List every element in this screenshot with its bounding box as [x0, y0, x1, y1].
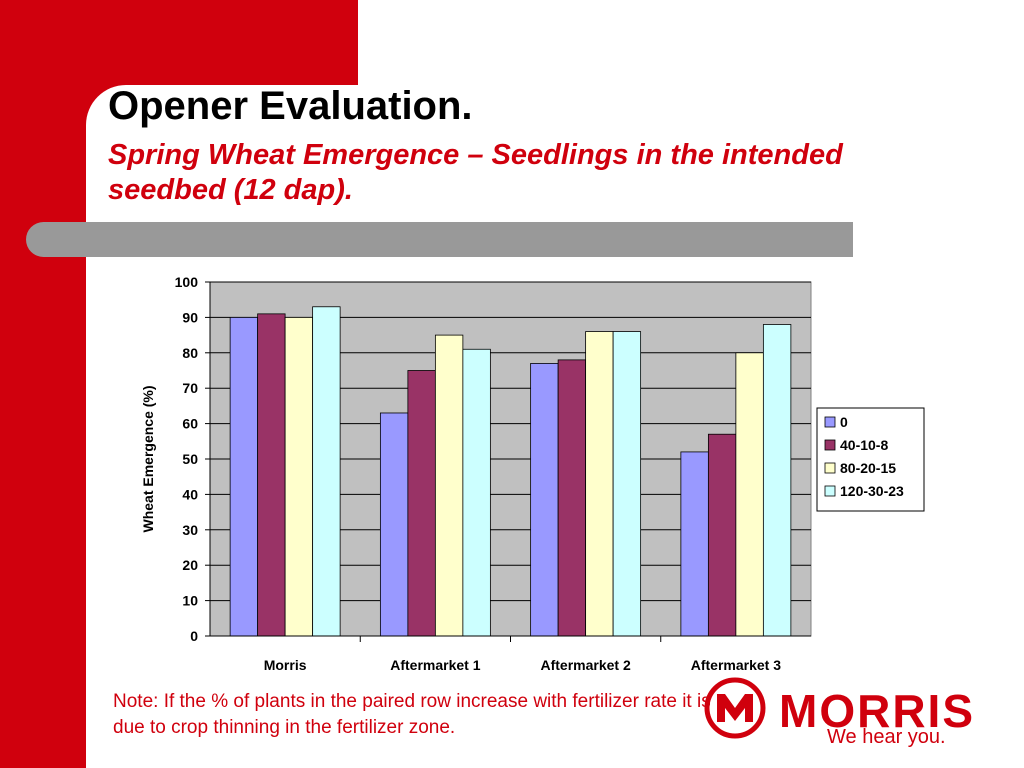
legend-label: 40-10-8 [840, 437, 888, 453]
y-tick-label: 90 [182, 309, 198, 325]
logo-tagline: We hear you. [827, 726, 946, 748]
logo-wordmark: MORRIS [779, 685, 975, 737]
bar [257, 313, 286, 637]
bar [530, 363, 559, 637]
y-tick-label: 80 [182, 345, 198, 361]
bar [462, 348, 491, 637]
y-tick-label: 20 [182, 557, 198, 573]
x-tick-label: Aftermarket 1 [390, 657, 480, 673]
y-axis-label: Wheat Emergence (%) [140, 385, 156, 532]
x-tick-label: Aftermarket 3 [691, 657, 781, 673]
legend-label: 80-20-15 [840, 460, 896, 476]
bar [312, 306, 341, 637]
legend-swatch [824, 485, 836, 497]
legend-swatch [824, 416, 836, 428]
bar [762, 324, 792, 637]
legend-label: 0 [840, 414, 848, 430]
bar [229, 316, 259, 637]
bar [735, 352, 764, 637]
axes: 0 10 20 30 40 50 60 70 80 90 100 Morris Aftermarket … [175, 274, 811, 673]
slide-subtitle: Spring Wheat Emergence – Seedlings in th… [108, 139, 843, 206]
bars [229, 306, 792, 637]
slide-title: Opener Evaluation. [108, 84, 473, 128]
bar [680, 451, 709, 637]
y-tick-label: 30 [182, 522, 198, 538]
legend-swatch [824, 462, 836, 474]
legend: 0 40-10-8 80-20-15 120-30-23 [816, 407, 925, 512]
bar [585, 331, 614, 637]
bar [407, 370, 436, 637]
legend-swatch [824, 439, 836, 451]
y-tick-label: 60 [182, 416, 198, 432]
y-tick-label: 40 [182, 486, 198, 502]
legend-label: 120-30-23 [840, 483, 904, 499]
y-tick-label: 10 [182, 593, 198, 609]
x-tick-label: Aftermarket 2 [540, 657, 630, 673]
gray-divider-bar [26, 222, 853, 257]
y-tick-label: 100 [175, 274, 199, 290]
x-tick-label: Morris [264, 657, 307, 673]
morris-logo: MORRIS We hear you. [703, 676, 993, 756]
y-tick-label: 50 [182, 451, 198, 467]
bar [707, 433, 737, 637]
bar [612, 331, 642, 637]
y-tick-label: 70 [182, 380, 198, 396]
morris-m-icon [704, 677, 766, 739]
footnote: Note: If the % of plants in the paired r… [113, 691, 711, 738]
y-tick-label: 0 [190, 628, 198, 644]
bar [284, 316, 314, 637]
bar [434, 334, 464, 637]
bar [557, 359, 587, 637]
bar [379, 412, 409, 637]
